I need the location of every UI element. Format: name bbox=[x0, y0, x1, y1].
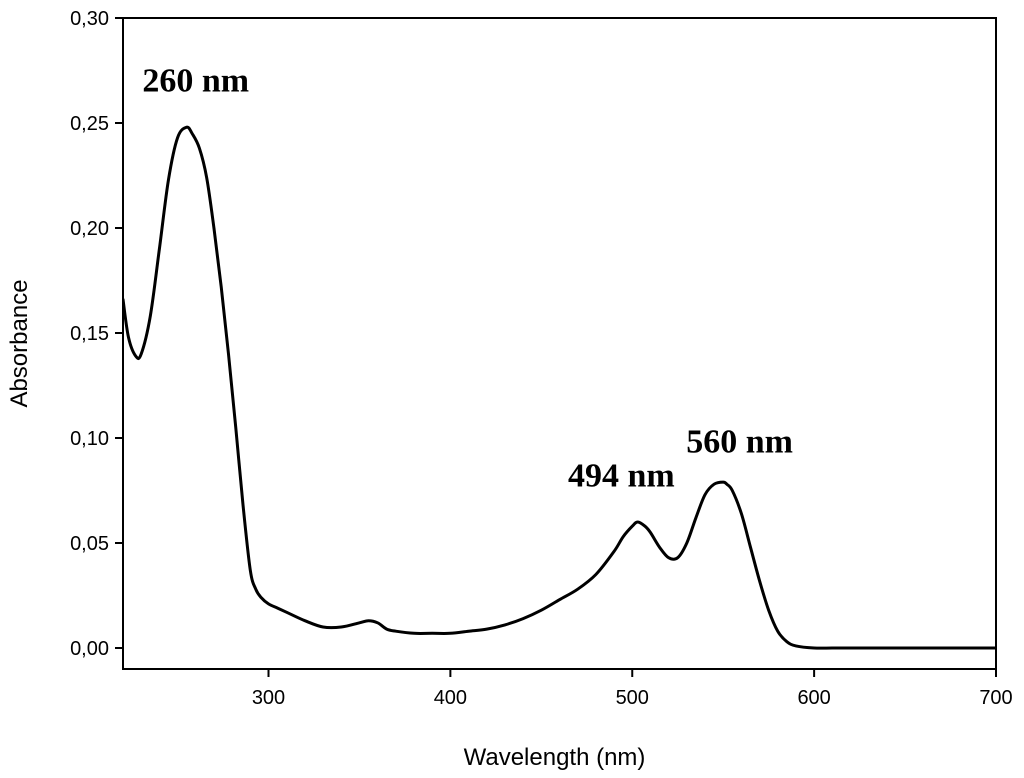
x-tick-label: 700 bbox=[979, 687, 1012, 709]
x-tick-label: 600 bbox=[797, 687, 830, 709]
peak-annotation: 494 nm bbox=[568, 457, 675, 494]
y-tick-label: 0,20 bbox=[70, 218, 109, 240]
plot-frame bbox=[122, 17, 997, 670]
x-axis-title: Wavelength (nm) bbox=[464, 744, 646, 771]
absorbance-series-line bbox=[123, 125, 996, 650]
y-axis: 0,00 0,05 0,10 0,15 0,20 0,25 0,30 bbox=[70, 8, 123, 660]
y-tick-label: 0,30 bbox=[70, 8, 109, 30]
plot-layer bbox=[123, 125, 996, 650]
x-axis: 300 400 500 600 700 bbox=[252, 669, 1013, 709]
x-tick-label: 500 bbox=[616, 687, 649, 709]
y-tick-label: 0,25 bbox=[70, 113, 109, 135]
y-tick-label: 0,10 bbox=[70, 428, 109, 450]
peak-annotation: 560 nm bbox=[686, 424, 793, 461]
x-tick-label: 400 bbox=[434, 687, 467, 709]
y-tick-label: 0,00 bbox=[70, 638, 109, 660]
y-axis-title: Absorbance bbox=[6, 279, 33, 407]
x-tick-label: 300 bbox=[252, 687, 285, 709]
y-tick-label: 0,05 bbox=[70, 533, 109, 555]
y-tick-label: 0,15 bbox=[70, 323, 109, 345]
peak-annotations: 260 nm 494 nm 560 nm bbox=[142, 63, 793, 495]
peak-annotation: 260 nm bbox=[142, 63, 249, 100]
